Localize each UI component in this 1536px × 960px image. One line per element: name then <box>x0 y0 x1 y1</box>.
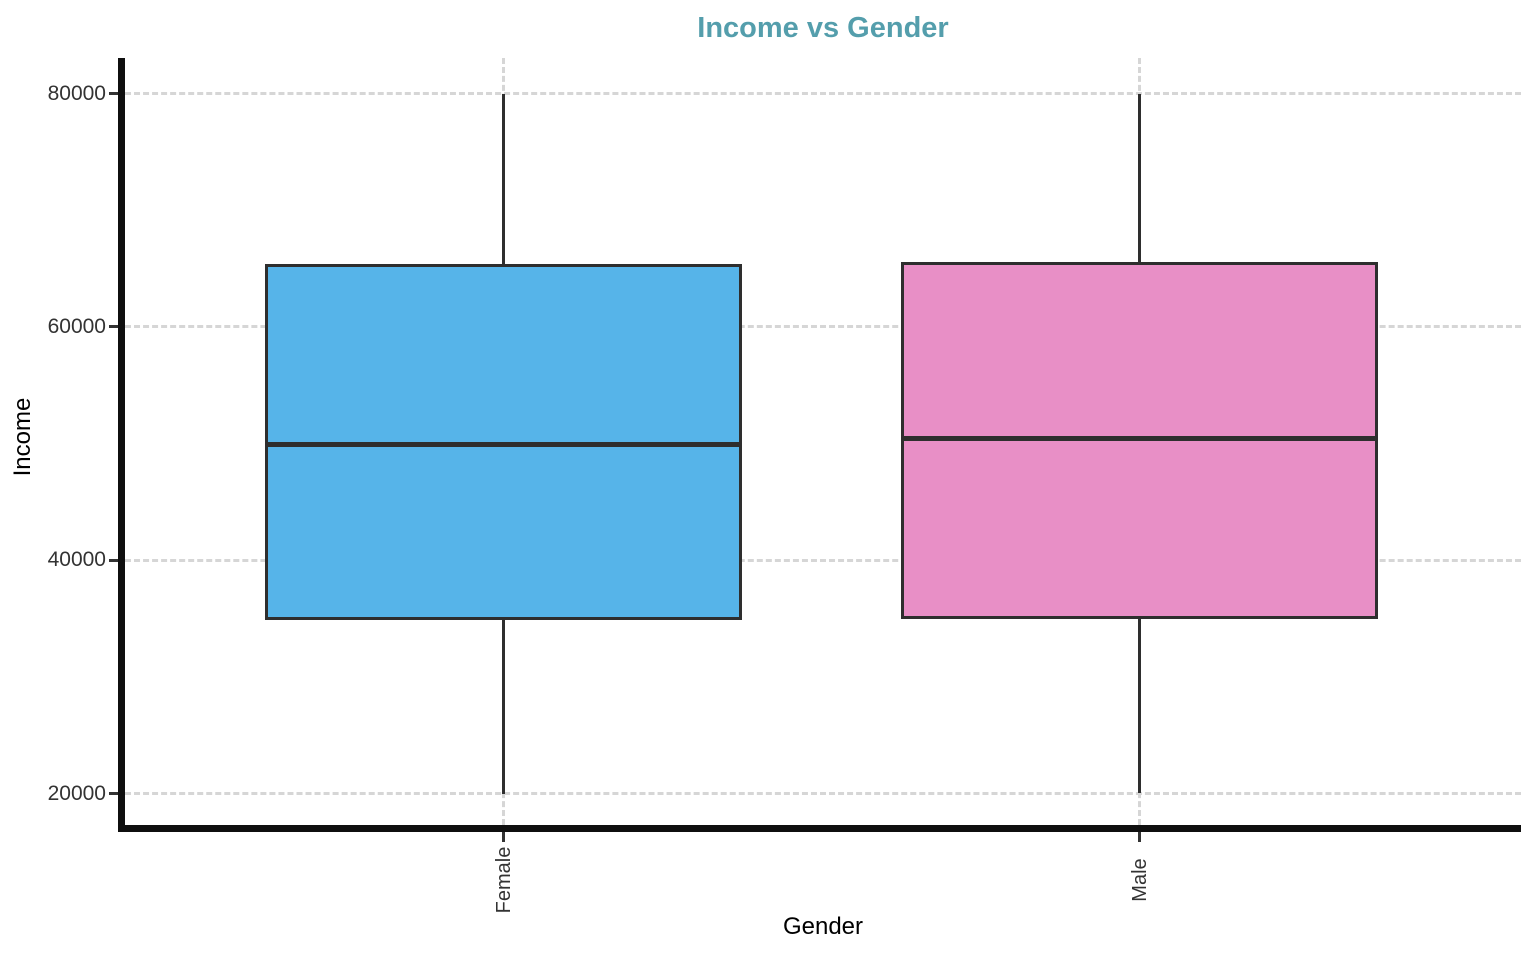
y-tick-mark-40000 <box>109 558 118 562</box>
x-category-label-male: Male <box>1128 858 1151 902</box>
gridline-y-80000 <box>125 92 1521 95</box>
whisker-female-lower <box>502 618 505 794</box>
y-tick-mark-20000 <box>109 792 118 795</box>
box-female <box>265 263 742 620</box>
y-tick-label-40000: 40000 <box>47 548 106 572</box>
x-tick-mark-male <box>1138 832 1141 842</box>
gridline-y-40000 <box>125 558 1521 562</box>
x-tick-mark-female <box>502 832 505 842</box>
whisker-male-upper <box>1138 93 1141 264</box>
whisker-female-upper <box>502 93 505 265</box>
median-male <box>901 436 1378 442</box>
chart-title: Income vs Gender <box>697 12 949 44</box>
y-axis-line <box>118 58 125 832</box>
y-tick-label-60000: 60000 <box>47 314 106 338</box>
whisker-male-lower <box>1138 617 1141 794</box>
x-axis-line <box>118 825 1521 832</box>
x-axis-title: Gender <box>782 913 864 940</box>
median-female <box>265 442 742 448</box>
x-category-label-female: Female <box>492 846 515 914</box>
y-tick-mark-60000 <box>109 325 118 329</box>
gridline-y-60000 <box>125 325 1521 329</box>
y-tick-mark-80000 <box>109 92 118 95</box>
y-tick-label-80000: 80000 <box>47 81 106 105</box>
gridline-y-20000 <box>125 792 1521 795</box>
y-tick-label-20000: 20000 <box>47 781 106 805</box>
